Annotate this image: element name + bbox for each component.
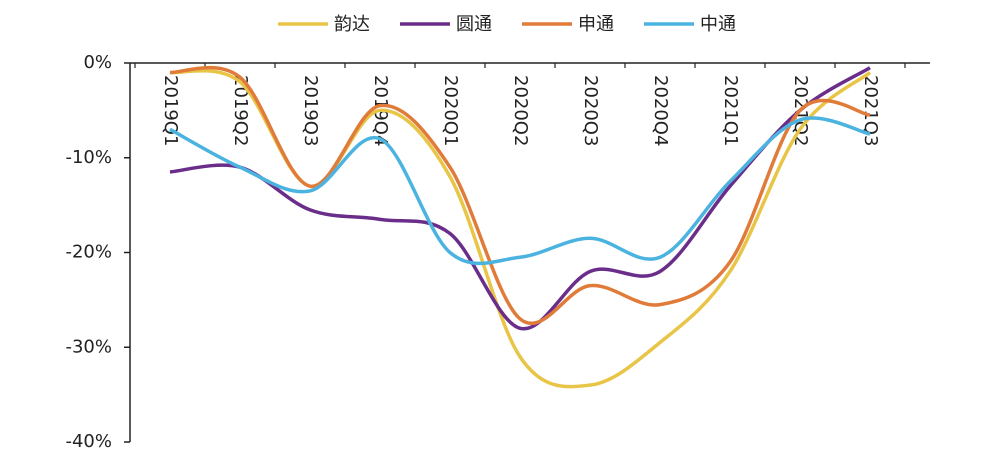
x-tick-label: 2019Q2 bbox=[230, 75, 251, 146]
x-tick-label: 2020Q1 bbox=[440, 75, 461, 146]
y-tick-label: -30% bbox=[65, 336, 112, 357]
x-tick-label: 2020Q4 bbox=[650, 75, 671, 146]
y-tick-label: -40% bbox=[65, 431, 112, 452]
x-tick-label: 2021Q3 bbox=[860, 75, 881, 146]
y-tick-label: 0% bbox=[83, 52, 112, 73]
y-tick-label: -20% bbox=[65, 242, 112, 263]
series-line bbox=[169, 65, 871, 326]
legend-label: 中通 bbox=[700, 14, 736, 35]
x-tick-label: 2019Q3 bbox=[300, 75, 321, 146]
legend-label: 申通 bbox=[578, 14, 614, 35]
legend-label: 圆通 bbox=[456, 14, 492, 35]
legend-label: 韵达 bbox=[334, 14, 370, 35]
series-line bbox=[169, 116, 871, 266]
x-tick-label: 2019Q1 bbox=[160, 75, 181, 146]
y-tick-label: -10% bbox=[65, 147, 112, 168]
x-tick-label: 2021Q1 bbox=[720, 75, 741, 146]
x-tick-label: 2020Q3 bbox=[580, 75, 601, 146]
x-tick-label: 2020Q2 bbox=[510, 75, 531, 146]
